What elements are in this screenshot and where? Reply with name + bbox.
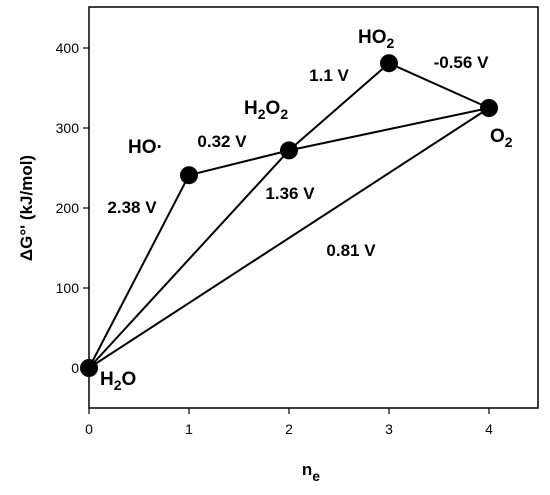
x-tick-label: 2 bbox=[285, 421, 293, 437]
species-text: O bbox=[266, 98, 281, 119]
species-label: HO2 bbox=[358, 27, 395, 51]
potential-label: 2.38 V bbox=[107, 198, 157, 217]
species-subscript: 2 bbox=[114, 377, 122, 393]
y-tick-label: 200 bbox=[56, 200, 80, 216]
y-tick-label: 400 bbox=[56, 40, 80, 56]
y-tick-label: 100 bbox=[56, 280, 80, 296]
y-tick-label: 0 bbox=[71, 360, 79, 376]
data-point bbox=[280, 141, 298, 160]
species-label: H2O2 bbox=[244, 98, 288, 122]
x-axis-title-main: n bbox=[302, 460, 312, 479]
data-point bbox=[80, 359, 98, 377]
species-text: O bbox=[490, 126, 505, 147]
species-subscript: 2 bbox=[387, 35, 395, 51]
segment-line bbox=[388, 62, 490, 109]
potential-label: 0.32 V bbox=[197, 132, 247, 151]
x-tick-label: 3 bbox=[385, 421, 393, 437]
species-text: H bbox=[244, 98, 258, 119]
species-label: O2 bbox=[490, 126, 513, 150]
data-point bbox=[480, 99, 498, 117]
segment-line bbox=[88, 174, 190, 369]
species-text: HO bbox=[358, 27, 387, 48]
x-tick-label: 1 bbox=[185, 421, 193, 437]
segment-line bbox=[288, 107, 490, 152]
x-tick-label: 0 bbox=[85, 421, 93, 437]
y-tick-label: 300 bbox=[56, 120, 80, 136]
species-subscript: 2 bbox=[258, 106, 266, 122]
species-label: H2O bbox=[100, 369, 136, 393]
potential-label: 0.81 V bbox=[326, 241, 376, 260]
species-label: HO· bbox=[128, 137, 163, 158]
potential-label: -0.56 V bbox=[434, 53, 489, 72]
segment-line bbox=[88, 107, 490, 369]
x-tick-label: 4 bbox=[485, 421, 493, 437]
potential-label: 1.1 V bbox=[309, 66, 349, 85]
segment-line bbox=[88, 149, 290, 369]
y-axis-title: ΔG°' (kJ/mol) bbox=[17, 155, 36, 261]
species-text: H bbox=[100, 369, 114, 390]
data-point bbox=[380, 54, 398, 73]
x-axis-title: ne bbox=[302, 460, 320, 484]
species-subscript: 2 bbox=[505, 134, 513, 150]
species-text: HO· bbox=[128, 137, 163, 158]
data-point bbox=[180, 166, 198, 185]
species-subscript: 2 bbox=[280, 106, 288, 122]
segment-line bbox=[288, 62, 390, 152]
x-axis-title-subscript: e bbox=[312, 468, 320, 484]
species-text: O bbox=[122, 369, 137, 390]
segment-line bbox=[188, 149, 290, 177]
potential-label: 1.36 V bbox=[265, 184, 315, 203]
